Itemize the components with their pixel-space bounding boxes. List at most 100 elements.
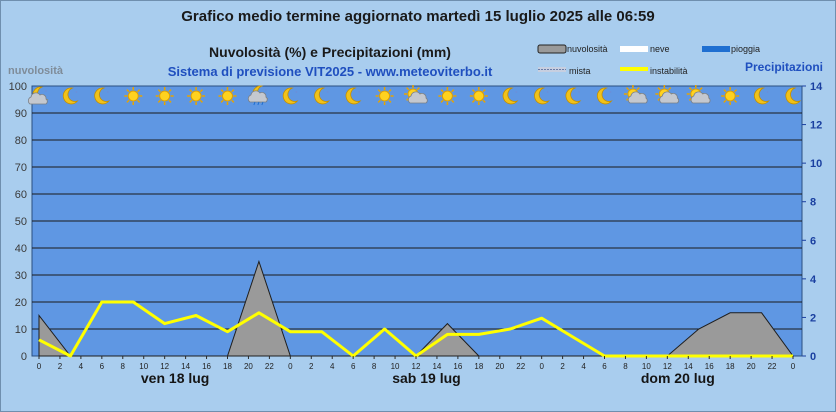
x-tick-label: 18 — [726, 362, 735, 371]
x-tick-label: 16 — [453, 362, 462, 371]
sun-icon — [218, 87, 237, 105]
moon-icon — [596, 87, 613, 105]
sun-icon — [721, 87, 740, 105]
moon-icon — [314, 87, 331, 105]
y2-tick-label: 10 — [810, 158, 822, 170]
sun-cloud-icon — [623, 85, 648, 104]
chart-source: Sistema di previsione VIT2025 - www.mete… — [168, 64, 493, 79]
sun-icon — [469, 87, 488, 105]
legend-label-mixed: mista — [569, 66, 591, 76]
sun-icon — [375, 87, 394, 105]
x-tick-label: 12 — [412, 362, 421, 371]
moon-icon — [94, 87, 111, 105]
y2-axis-ticks: 0 2 4 6 8 10 12 14 — [802, 81, 823, 363]
day-label: sab 19 lug — [392, 370, 460, 386]
x-tick-label: 0 — [539, 362, 544, 371]
x-tick-label: 0 — [37, 362, 42, 371]
sun-cloud-icon — [404, 85, 428, 104]
legend-label-snow: neve — [650, 44, 670, 54]
day-label: ven 18 lug — [141, 370, 209, 386]
x-tick-label: 14 — [432, 362, 441, 371]
legend-swatch-rain — [702, 46, 730, 52]
chart-title: Grafico medio termine aggiornato martedì… — [181, 8, 655, 25]
x-tick-label: 2 — [560, 362, 565, 371]
x-tick-label: 10 — [139, 362, 148, 371]
legend-swatch-instability — [620, 67, 648, 71]
y-tick-label: 100 — [9, 81, 27, 93]
moon-icon — [502, 87, 519, 105]
y-tick-label: 0 — [21, 351, 27, 363]
y2-tick-label: 14 — [810, 81, 823, 93]
x-tick-label: 8 — [623, 362, 628, 371]
x-tick-label: 4 — [581, 362, 586, 371]
weather-icon-row — [27, 85, 802, 106]
sun-icon — [124, 87, 143, 105]
chart-subtitle: Nuvolosità (%) e Precipitazioni (mm) — [209, 44, 451, 60]
moon-icon — [282, 87, 299, 105]
x-tick-label: 12 — [160, 362, 169, 371]
x-tick-label: 12 — [663, 362, 672, 371]
x-tick-label: 18 — [474, 362, 483, 371]
y-tick-label: 20 — [15, 297, 27, 309]
x-tick-label: 14 — [684, 362, 693, 371]
y-axis-label: nuvolosità — [8, 65, 64, 77]
y2-tick-label: 6 — [810, 235, 816, 247]
x-tick-label: 8 — [121, 362, 126, 371]
sun-cloud-icon — [686, 85, 711, 104]
legend-label-rain: pioggia — [731, 44, 760, 54]
legend-label-instability: instabilità — [650, 66, 688, 76]
y2-axis-label: Precipitazioni — [745, 60, 823, 74]
sun-icon — [187, 87, 206, 105]
legend-swatch-cloud — [537, 44, 567, 54]
x-tick-label: 22 — [768, 362, 777, 371]
x-tick-label: 16 — [202, 362, 211, 371]
x-tick-label: 2 — [58, 362, 63, 371]
y-axis-ticks: 0 10 20 30 40 50 60 70 80 90 100 — [9, 81, 27, 363]
x-tick-label: 22 — [265, 362, 274, 371]
x-tick-label: 10 — [642, 362, 651, 371]
x-tick-label: 8 — [372, 362, 377, 371]
x-tick-label: 6 — [602, 362, 607, 371]
sun-icon — [438, 87, 457, 105]
y-tick-label: 50 — [15, 216, 27, 228]
x-tick-label: 14 — [181, 362, 190, 371]
x-axis-ticks: 0 2 4 6 8 10 12 14 16 18 20 22 0 2 4 6 8 10 12 14 16 18 20 22 0 2… — [37, 356, 796, 371]
legend-swatch-snow — [620, 46, 648, 52]
sun-icon — [155, 87, 174, 105]
moon-icon — [345, 87, 362, 105]
y-tick-label: 90 — [15, 108, 27, 120]
x-tick-label: 0 — [288, 362, 293, 371]
x-tick-label: 10 — [391, 362, 400, 371]
x-tick-label: 20 — [244, 362, 253, 371]
y-tick-label: 30 — [15, 270, 27, 282]
x-tick-label: 0 — [791, 362, 796, 371]
y-tick-label: 70 — [15, 162, 27, 174]
moon-cloud-rain-icon — [247, 85, 269, 106]
moon-icon — [785, 87, 802, 105]
y-tick-label: 10 — [15, 324, 27, 336]
legend-swatch-mixed — [538, 67, 566, 72]
x-tick-label: 6 — [351, 362, 356, 371]
x-tick-label: 4 — [79, 362, 84, 371]
day-labels: ven 18 lug sab 19 lug dom 20 lug — [141, 370, 715, 386]
moon-icon — [565, 87, 582, 105]
moon-icon — [534, 87, 550, 105]
x-tick-label: 4 — [330, 362, 335, 371]
y2-tick-label: 4 — [810, 274, 817, 286]
moon-icon — [754, 87, 770, 105]
x-tick-label: 20 — [495, 362, 504, 371]
y-tick-label: 60 — [15, 189, 27, 201]
x-tick-label: 18 — [223, 362, 232, 371]
sun-cloud-icon — [655, 85, 680, 104]
gridlines — [32, 112, 802, 330]
x-tick-label: 16 — [705, 362, 714, 371]
y2-tick-label: 8 — [810, 197, 816, 209]
moon-icon — [62, 87, 79, 105]
day-label: dom 20 lug — [641, 370, 715, 386]
y2-tick-label: 12 — [810, 120, 822, 132]
y-tick-label: 80 — [15, 135, 27, 147]
x-tick-label: 6 — [100, 362, 105, 371]
x-tick-label: 20 — [747, 362, 756, 371]
y2-tick-label: 2 — [810, 312, 816, 324]
